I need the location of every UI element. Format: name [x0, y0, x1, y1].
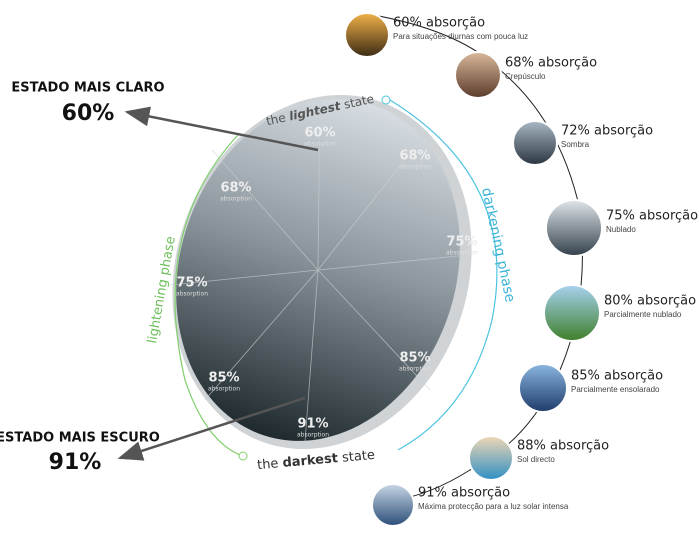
condition-photo — [372, 484, 414, 526]
condition-photo — [455, 52, 501, 98]
callout-value: 60% — [62, 101, 115, 126]
arc-dot — [239, 452, 247, 460]
callout-title: ESTADO MAIS CLARO — [11, 81, 164, 96]
segment-label: absorption — [399, 366, 431, 373]
segment-label: absorption — [297, 432, 329, 439]
condition-photo — [345, 13, 389, 57]
arc-dot — [382, 96, 390, 104]
segment-value: 91% — [297, 417, 328, 432]
segment-value: 60% — [304, 126, 335, 141]
condition-description: Crepúsculo — [505, 72, 546, 81]
condition-label: 91% absorção — [418, 486, 510, 501]
condition-label: 85% absorção — [571, 369, 663, 384]
segment-label: absorption — [176, 291, 208, 298]
condition-description: Máxima protecção para a luz solar intens… — [418, 502, 569, 511]
condition-label: 72% absorção — [561, 124, 653, 139]
segment-value: 85% — [399, 351, 430, 366]
segment-value: 75% — [446, 235, 477, 250]
callout-value: 91% — [49, 450, 102, 475]
condition-description: Parcialmente ensolarado — [571, 385, 660, 394]
callout-title: ESTADO MAIS ESCURO — [0, 431, 160, 446]
segment-label: absorption — [399, 164, 431, 171]
condition-description: Nublado — [606, 225, 636, 234]
condition-label: 80% absorção — [604, 294, 696, 309]
condition-photo — [469, 436, 513, 480]
infographic: the lightest state the darkest state dar… — [0, 0, 699, 537]
segment-value: 68% — [399, 149, 430, 164]
segment-value: 85% — [208, 371, 239, 386]
bottom-state-label: the darkest state — [257, 447, 376, 472]
right-phase: darkening phase — [478, 186, 518, 303]
condition-description: Parcialmente nublado — [604, 310, 682, 319]
condition-label: 60% absorção — [393, 16, 485, 31]
segment-label: absorption — [208, 386, 240, 393]
condition-label: 88% absorção — [517, 439, 609, 454]
condition-description: Para situações diurnas com pouca luz — [393, 32, 528, 41]
condition-photo — [519, 364, 567, 412]
segment-value: 68% — [220, 181, 251, 196]
condition-label: 75% absorção — [606, 209, 698, 224]
condition-photo — [544, 285, 600, 341]
condition-description: Sombra — [561, 140, 590, 149]
condition-photo — [513, 121, 557, 165]
condition-photo — [546, 200, 602, 256]
condition-description: Sol directo — [517, 455, 555, 464]
segment-label: absorption — [220, 196, 252, 203]
segment-value: 75% — [176, 276, 207, 291]
condition-label: 68% absorção — [505, 56, 597, 71]
segment-label: absorption — [304, 141, 336, 148]
segment-label: absorption — [446, 250, 478, 257]
